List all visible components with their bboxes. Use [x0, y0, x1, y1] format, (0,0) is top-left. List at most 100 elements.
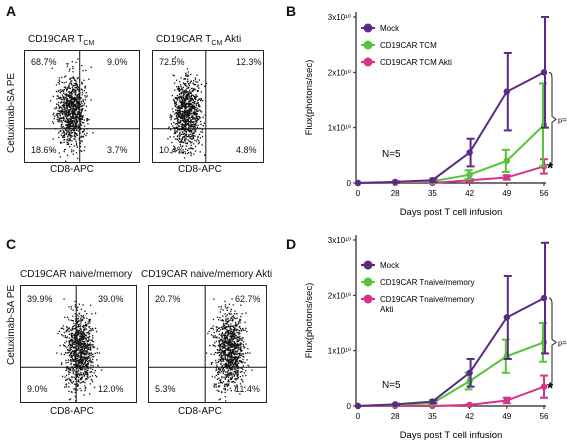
quadrant-ul-c2: 20.7% — [155, 294, 181, 304]
quadrant-ul-c1: 39.9% — [27, 294, 53, 304]
facs-scatter-c1 — [21, 286, 136, 402]
facs-plot-a2 — [152, 50, 264, 163]
legend-label: Mock — [380, 24, 400, 33]
x-tick-label: 49 — [502, 189, 511, 198]
y-tick-label: 1x10¹⁰ — [328, 124, 351, 133]
n-annotation: N=5 — [382, 149, 401, 160]
legend-label: Mock — [380, 261, 400, 270]
facs-title-c2: CD19CAR naive/memory Akti — [141, 269, 273, 280]
data-point — [540, 294, 548, 302]
data-point — [466, 149, 473, 156]
data-point — [429, 177, 436, 184]
x-tick-label: 56 — [540, 412, 549, 421]
data-point — [392, 178, 399, 186]
facs-x-axis-label-c2: CD8-APC — [178, 406, 222, 417]
quadrant-lr-c1: 12.0% — [98, 384, 124, 394]
data-point — [466, 401, 473, 409]
facs-title-a1: CD19CAR TCM — [28, 34, 95, 47]
series-line — [357, 71, 545, 184]
x-tick-label: 49 — [502, 412, 511, 421]
x-tick-label: 42 — [465, 189, 474, 198]
quadrant-ll-a1: 18.6% — [31, 145, 57, 155]
legend-label: CD19CAR Tnaive/memory — [380, 278, 475, 287]
data-point — [429, 398, 436, 405]
facs-title-c1: CD19CAR naive/memory — [20, 269, 133, 280]
scatter-dots — [167, 56, 208, 159]
significance-star: * — [547, 381, 554, 398]
line-chart-d: 0 1x10¹⁰ 2x10¹⁰ 3x10¹⁰ 0 28 35 42 49 56 Days post … — [304, 235, 567, 441]
y-tick-label: 2x10¹⁰ — [328, 291, 351, 300]
facs-x-axis-label-c1: CD8-APC — [50, 406, 94, 417]
data-point — [466, 171, 473, 178]
data-point — [503, 88, 510, 95]
data-point — [392, 401, 399, 408]
quadrant-ul-a1: 68.7% — [31, 57, 57, 67]
series-1 — [354, 82, 548, 187]
panel-letter-b: B — [286, 3, 297, 19]
data-point — [354, 179, 362, 187]
x-tick-label: 0 — [356, 412, 361, 421]
p-value-annotation: p=0.01 — [558, 338, 567, 347]
line-chart-b: 0 1x10¹⁰ 2x10¹⁰ 3x10¹⁰ 0 28 35 42 49 56 Days post … — [304, 12, 567, 218]
p-value-annotation: p=0.01 — [558, 115, 567, 124]
legend-label: Akti — [380, 305, 394, 314]
quadrant-ur-c1: 39.0% — [98, 294, 124, 304]
panel-letter-c: C — [6, 236, 17, 252]
x-tick-label: 28 — [391, 189, 400, 198]
data-point — [354, 402, 362, 410]
y-tick-label: 3x10¹⁰ — [328, 236, 351, 245]
y-tick-label: 3x10¹⁰ — [328, 13, 351, 22]
quadrant-lr-a1: 3.7% — [107, 145, 128, 155]
data-point — [540, 69, 548, 76]
y-axis-title: Flux(photons/sec) — [304, 283, 315, 359]
x-tick-label: 35 — [428, 189, 437, 198]
quadrant-ll-c1: 9.0% — [27, 384, 48, 394]
facs-x-axis-label-a1: CD8-APC — [50, 164, 94, 175]
significance-bracket — [548, 297, 557, 388]
series-0 — [354, 16, 549, 187]
data-point — [466, 369, 473, 376]
quadrant-ur-a1: 9.0% — [107, 57, 128, 67]
y-tick-label: 2x10¹⁰ — [328, 68, 351, 77]
facs-plot-a1 — [24, 50, 140, 163]
panel-letter-d: D — [286, 236, 297, 252]
x-axis-title: Days post T cell infusion — [400, 207, 503, 218]
legend-label: CD19CAR TCM — [380, 41, 437, 50]
facs-scatter-a2 — [153, 51, 263, 162]
legend-label: CD19CAR TCM Akti — [380, 58, 452, 67]
legend-label: CD19CAR Tnaive/memory — [380, 295, 475, 304]
quadrant-ul-a2: 72.5% — [159, 57, 185, 67]
quadrant-ll-a2: 10.4% — [159, 145, 185, 155]
y-axis-title: Flux(photons/sec) — [304, 60, 315, 136]
significance-star: * — [547, 160, 554, 177]
quadrant-ur-c2: 62.7% — [235, 294, 261, 304]
x-tick-label: 0 — [356, 189, 361, 198]
x-axis-title: Days post T cell infusion — [400, 430, 503, 441]
data-point — [503, 157, 510, 165]
data-point — [503, 174, 510, 181]
facs-x-axis-label-a2: CD8-APC — [178, 164, 222, 175]
scatter-dots — [56, 298, 103, 402]
x-tick-label: 35 — [428, 412, 437, 421]
significance-bracket — [548, 71, 557, 167]
y-tick-label: 0 — [347, 402, 352, 411]
quadrant-lr-c2: 11.4% — [235, 384, 260, 394]
facs-y-axis-label-c: Cetuximab-SA PE — [6, 284, 17, 365]
quadrant-lr-a2: 4.8% — [236, 145, 257, 155]
series-0 — [354, 241, 549, 410]
x-tick-label: 56 — [540, 189, 549, 198]
y-tick-label: 1x10¹⁰ — [328, 347, 351, 356]
facs-plot-c1 — [20, 285, 137, 403]
n-annotation: N=5 — [382, 380, 401, 391]
quadrant-ur-a2: 12.3% — [236, 57, 262, 67]
quadrant-ll-c2: 5.3% — [155, 384, 176, 394]
panel-letter-a: A — [6, 3, 17, 19]
data-point — [503, 397, 510, 404]
data-point — [503, 314, 510, 321]
facs-plot-c2 — [148, 285, 267, 403]
data-point — [540, 383, 548, 390]
series-line — [358, 165, 545, 184]
series-line — [357, 297, 545, 407]
y-tick-label: 0 — [347, 179, 352, 188]
facs-y-axis-label-a: Cetuximab-SA PE — [6, 72, 17, 153]
